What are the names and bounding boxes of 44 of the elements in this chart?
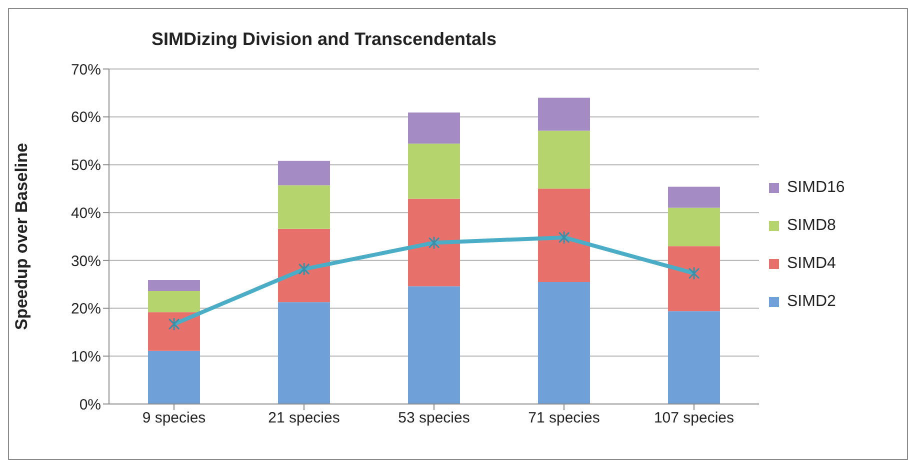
bar	[668, 246, 720, 312]
y-tick-label: 50%	[70, 157, 101, 174]
y-tick-label: 30%	[70, 252, 101, 270]
y-tick-label: 10%	[70, 348, 101, 366]
y-tick-label: 70%	[70, 61, 101, 78]
bar	[278, 228, 330, 302]
legend-label: SIMD4	[786, 255, 837, 273]
x-tick-label: 53 species	[398, 410, 470, 427]
point	[298, 262, 310, 276]
bar	[148, 291, 200, 312]
point	[688, 266, 700, 280]
bar	[538, 130, 590, 189]
bar	[278, 185, 330, 229]
x-tick-label: 9 species	[142, 410, 206, 427]
bar	[538, 282, 590, 404]
bar	[668, 186, 720, 208]
bar	[538, 188, 590, 282]
bar	[408, 112, 460, 144]
x-tick-label: 107 species	[654, 410, 734, 427]
point	[168, 317, 180, 331]
bar	[408, 198, 460, 286]
y-tick-label: 60%	[70, 109, 101, 126]
point	[558, 230, 570, 244]
bar	[278, 160, 330, 186]
y-tick-label: 40%	[70, 204, 101, 222]
bar	[668, 311, 720, 404]
x-tick-label: 21 species	[268, 410, 340, 427]
bar	[408, 286, 460, 404]
y-tick-label: 0%	[79, 396, 101, 414]
bar	[538, 98, 590, 131]
legend-label: SIMD16	[786, 179, 845, 197]
y-axis-title: Speedup over Baseline	[12, 142, 32, 330]
x-tick-label: 71 species	[528, 410, 600, 427]
bar	[148, 312, 200, 351]
bar	[408, 144, 460, 199]
chart-title: SIMDizing Division and Transcendentals	[150, 29, 498, 50]
bar	[668, 208, 720, 246]
legend-label: SIMD2	[786, 293, 837, 311]
bar	[148, 280, 200, 292]
y-tick-label: 20%	[70, 300, 101, 318]
bar	[148, 350, 200, 404]
point	[428, 236, 440, 250]
bar	[278, 302, 330, 404]
legend-label: SIMD8	[786, 217, 837, 235]
